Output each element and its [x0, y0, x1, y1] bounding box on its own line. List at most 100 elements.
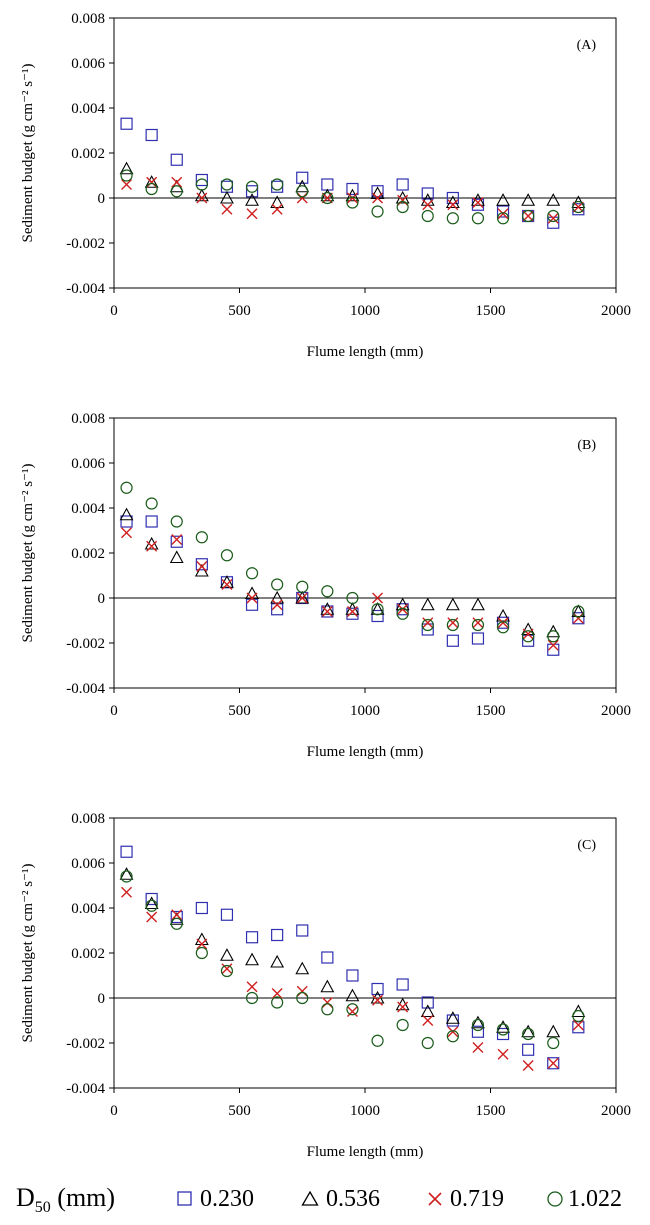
data-point-cross	[522, 628, 534, 640]
data-point-cross	[246, 208, 258, 220]
data-point-triangle	[445, 1011, 460, 1024]
data-point-cross	[221, 203, 233, 215]
x-tick-label: 1000	[350, 1103, 380, 1119]
data-point-cross	[497, 1048, 509, 1060]
data-point-circle	[446, 212, 459, 225]
data-point-circle	[220, 964, 234, 978]
data-point-cross	[146, 911, 158, 923]
data-point-circle	[371, 205, 384, 218]
data-point-square	[245, 931, 259, 944]
data-point-cross	[522, 1060, 534, 1071]
data-point-square	[271, 928, 284, 942]
y-tick-label: -0.004	[66, 681, 105, 697]
y-tick-label: 0.006	[71, 56, 105, 72]
data-point-triangle	[220, 190, 234, 204]
data-point-circle	[446, 618, 459, 632]
data-point-cross	[422, 199, 434, 211]
legend-cross-marker	[428, 1192, 442, 1206]
y-tick-label: -0.002	[66, 1036, 105, 1052]
data-point-circle	[296, 185, 309, 198]
x-tick-label: 1500	[476, 303, 506, 319]
y-tick-label: 0.008	[71, 11, 105, 27]
data-point-circle	[245, 991, 259, 1005]
data-point-circle	[371, 1034, 384, 1047]
legend-entry-0536: 0.536	[301, 1186, 380, 1212]
data-point-circle	[145, 182, 158, 196]
data-point-cross	[547, 1057, 559, 1069]
data-point-circle	[421, 209, 434, 223]
data-point-triangle	[445, 597, 460, 611]
data-point-circle	[296, 580, 309, 593]
data-point-circle	[170, 185, 183, 198]
data-point-cross	[397, 194, 409, 206]
chart-panel-c: -0.004 -0.002 0 0.002 0.004 0.006 0.008 0 500 100…	[20, 811, 631, 1160]
data-point-cross	[572, 1019, 584, 1031]
data-point-circle	[421, 618, 434, 632]
data-point-triangle	[144, 896, 159, 910]
x-tick-label: 500	[228, 703, 251, 719]
data-point-square	[145, 128, 158, 142]
series-0719	[121, 886, 584, 1071]
data-point-circle	[195, 531, 208, 544]
data-point-cross	[296, 985, 308, 997]
y-tick-label: 0.004	[71, 501, 105, 517]
data-point-cross	[497, 617, 509, 629]
data-point-square	[145, 892, 158, 906]
data-point-circle	[572, 200, 585, 214]
series-1022	[120, 481, 585, 643]
y-axis-label: Sediment budget (g cm⁻² s⁻¹)	[20, 64, 36, 243]
y-tick-label: 0.004	[71, 101, 105, 117]
data-point-cross	[296, 192, 308, 204]
series-1022	[120, 169, 585, 225]
figure: -0.004 -0.002 0 0.002 0.004 0.006 0.008 0 500 100…	[20, 11, 631, 1160]
data-point-square	[170, 153, 183, 166]
data-point-square	[120, 845, 133, 858]
data-point-square	[371, 982, 384, 996]
data-point-cross	[547, 639, 559, 651]
data-point-cross	[121, 527, 133, 539]
legend-entry-1022: 1.022	[547, 1186, 622, 1212]
data-point-cross	[321, 192, 333, 204]
data-point-triangle	[496, 193, 510, 206]
series-0719	[121, 527, 584, 651]
series-0536	[119, 507, 586, 638]
data-point-circle	[572, 1009, 585, 1023]
data-point-circle	[547, 1036, 560, 1050]
x-tick-label: 2000	[601, 303, 631, 319]
data-point-square	[195, 558, 208, 571]
data-point-cross	[221, 963, 233, 975]
y-tick-label: 0.008	[71, 811, 105, 827]
data-point-square	[296, 171, 309, 184]
data-point-square	[471, 632, 485, 645]
data-point-cross	[171, 909, 183, 921]
x-tick-label: 1500	[476, 703, 506, 719]
panel-label: (C)	[577, 838, 596, 853]
data-point-cross	[121, 886, 133, 898]
data-point-cross	[196, 938, 208, 950]
legend-label-0230: 0.230	[200, 1186, 254, 1212]
data-point-triangle	[496, 608, 510, 622]
series-0230	[120, 845, 585, 1070]
data-point-square	[421, 187, 434, 200]
data-point-circle	[271, 578, 284, 591]
data-point-square	[321, 605, 334, 618]
data-point-cross	[572, 201, 584, 213]
data-point-cross	[372, 994, 384, 1006]
x-axis-label: Flume length (mm)	[307, 744, 424, 760]
legend-label-1022: 1.022	[568, 1186, 622, 1212]
data-point-circle	[220, 549, 234, 562]
data-point-square	[195, 901, 208, 915]
series-0230	[120, 515, 585, 656]
y-tick-label: 0.006	[71, 856, 105, 872]
data-point-cross	[271, 599, 283, 611]
data-point-triangle	[521, 1024, 536, 1038]
data-point-square	[446, 191, 459, 205]
data-point-circle	[547, 209, 560, 223]
data-point-square	[321, 951, 334, 964]
data-point-circle	[220, 178, 234, 191]
data-point-cross	[497, 208, 509, 220]
data-point-circle	[346, 196, 359, 209]
data-point-circle	[245, 180, 259, 193]
data-point-circle	[496, 621, 510, 634]
data-point-triangle	[144, 175, 159, 188]
